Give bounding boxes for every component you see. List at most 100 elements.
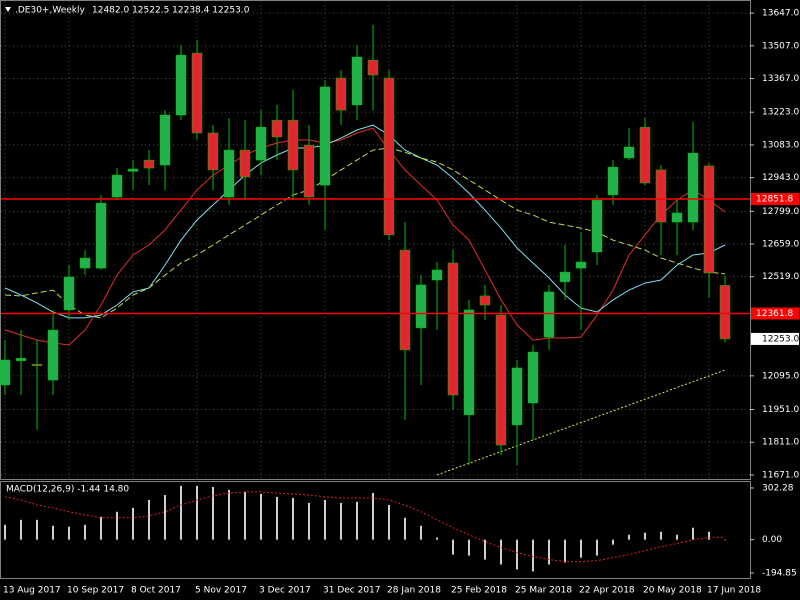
x-tick-label: 28 Jan 2018 [387,586,441,596]
level-label: 12851.8 [756,194,793,204]
candle-body [127,168,139,172]
candle-body [255,126,267,161]
y-tick-label: 11811.0 [762,438,799,448]
level-label: 12361.8 [756,309,793,319]
macd-bar [148,499,150,540]
x-tick-label: 17 Jun 2018 [707,586,761,596]
macd-frame [0,481,751,579]
candle-body [191,52,203,134]
macd-bar [436,537,438,540]
last-price-bg [751,332,799,345]
y-tick-label: 13507.0 [762,41,799,51]
macd-bar [500,539,502,565]
candle-body [527,351,539,404]
candle-body [0,359,11,386]
x-tick-label: 3 Dec 2017 [259,586,311,596]
y-tick-label: 0.00 [762,535,782,545]
y-tick-label: 13223.0 [762,108,799,118]
x-tick-label: 22 Apr 2018 [579,586,635,596]
macd-bar [100,516,102,540]
y-tick-label: 13367.0 [762,74,799,84]
candle-body [479,295,491,306]
menu-arrow[interactable] [5,7,11,12]
macd-bar [468,539,470,556]
macd-bar [260,494,262,540]
candle-body [319,86,331,186]
macd-bar [612,539,614,545]
candle-body [607,166,619,196]
macd-bar [276,496,278,540]
candle-body [95,202,107,269]
candle-body [655,169,667,223]
x-tick-label: 20 May 2018 [643,586,702,596]
candle-body [159,114,171,166]
macd-bar [52,525,54,540]
last-price-label: 12253.0 [762,334,799,344]
candle-body [63,276,75,311]
ma-line [4,147,726,319]
level-label-bg [751,307,799,320]
candle-body [623,146,635,159]
y-tick-label: 11951.0 [762,405,799,415]
macd-bar [244,491,246,540]
candle-body [367,59,379,76]
macd-bar [164,495,166,540]
macd-bar [84,524,86,540]
candle-body [703,165,715,274]
macd-bar [68,526,70,540]
candle-body [575,261,587,269]
x-tick-label: 8 Oct 2017 [131,586,181,596]
macd-bar [484,539,486,560]
candle-body [415,284,427,329]
candle-body [79,257,91,269]
candle-body [511,367,523,426]
candle-body [399,249,411,351]
candle-body [447,262,459,396]
macd-bar [4,524,6,540]
y-tick-label: 13083.0 [762,140,799,150]
macd-bar [340,502,342,540]
macd-bar [708,531,710,540]
macd-bar [628,534,630,540]
chart-title: .DE30+,Weekly [15,6,85,16]
candle-body [431,269,443,281]
candle-body [671,212,683,223]
x-tick-label: 5 Nov 2017 [195,586,247,596]
main-frame [0,0,751,480]
ma-line [4,124,726,319]
candle-body [687,152,699,223]
macd-bar [324,499,326,540]
y-tick-label: 12659.0 [762,240,799,250]
candle-body [335,77,347,111]
x-tick-label: 25 Feb 2018 [451,586,507,596]
candle-body [351,56,363,106]
ma-line [4,127,726,346]
y-tick-label: 12943.0 [762,173,799,183]
macd-bar [660,531,662,540]
macd-bar [564,539,566,563]
candle-body [383,77,395,236]
macd-bar [36,519,38,540]
candle-body [111,174,123,198]
y-tick-label: 12799.0 [762,207,799,217]
macd-bar [452,539,454,555]
macd-bar [20,519,22,540]
candle-body [287,119,299,171]
level-label-bg [751,192,799,205]
y-tick-label: 12095.0 [762,371,799,381]
ohlc-info: 12482.0 12522.5 12238.4 12253.0 [92,6,250,16]
x-tick-label: 25 Mar 2018 [515,586,572,596]
candle-body [495,314,507,446]
macd-bar [548,539,550,565]
candle-body [719,285,731,340]
macd-bar [196,485,198,540]
macd-bar [724,539,726,541]
macd-bar [596,539,598,556]
macd-bar [116,511,118,540]
x-tick-label: 13 Aug 2017 [3,586,61,596]
candle-body [303,144,315,198]
candle-body [639,126,651,184]
candle-body [559,271,571,283]
macd-bar [356,501,358,540]
macd-bar [676,534,678,540]
